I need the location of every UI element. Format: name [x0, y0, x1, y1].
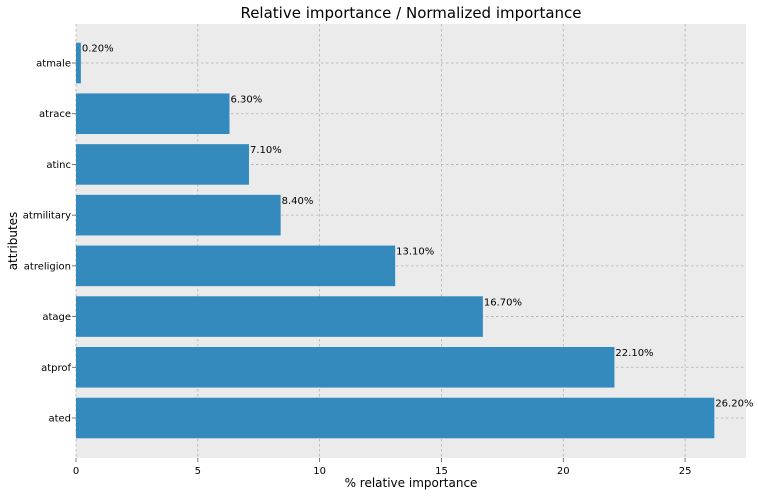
x-tick-label: 0	[73, 466, 79, 477]
y-tick-label: atmilitary	[23, 211, 71, 222]
bar-atage	[76, 296, 483, 337]
bar-atreligion	[76, 245, 396, 287]
bar-atinc	[76, 144, 249, 185]
bar-atrace	[76, 93, 230, 134]
y-tick-label: atinc	[46, 160, 71, 171]
bar-data-labels: 0.20% 6.30% 7.10% 8.40% 13.10% 16.70% 22.10% 26…	[82, 44, 754, 410]
bar-atprof	[76, 347, 615, 388]
bar-atmilitary	[76, 194, 281, 236]
data-label-atreligion: 13.10%	[396, 247, 434, 258]
x-tick-label: 10	[313, 466, 326, 477]
x-axis-label: % relative importance	[345, 476, 478, 490]
y-axis-label: attributes	[6, 212, 20, 271]
x-tick-label: 20	[557, 466, 570, 477]
plot-background	[76, 24, 746, 458]
x-tick-label: 5	[195, 466, 201, 477]
data-label-atprof: 22.10%	[615, 348, 653, 359]
y-axis-ticks: atmale atrace atinc atmilitary atreligion ata…	[23, 59, 76, 425]
data-label-atinc: 7.10%	[250, 145, 282, 156]
chart-title: Relative importance / Normalized importa…	[240, 4, 581, 22]
data-label-atrace: 6.30%	[230, 94, 262, 105]
x-tick-label: 15	[435, 466, 448, 477]
y-tick-label: ated	[48, 414, 71, 425]
y-tick-label: atmale	[36, 59, 71, 70]
bar-atmale	[76, 42, 81, 84]
y-tick-label: atage	[42, 312, 71, 323]
y-tick-label: atreligion	[24, 261, 71, 272]
bars	[76, 42, 715, 439]
data-label-atmilitary: 8.40%	[282, 196, 314, 207]
bar-ated	[76, 397, 715, 439]
data-label-ated: 26.20%	[715, 399, 753, 410]
data-label-atage: 16.70%	[484, 297, 522, 308]
y-tick-label: atrace	[39, 109, 71, 120]
data-label-atmale: 0.20%	[82, 44, 114, 55]
x-tick-label: 25	[679, 466, 692, 477]
y-tick-label: atprof	[41, 363, 71, 374]
x-axis-ticks: 0 5 10 15 20 25	[73, 458, 692, 477]
